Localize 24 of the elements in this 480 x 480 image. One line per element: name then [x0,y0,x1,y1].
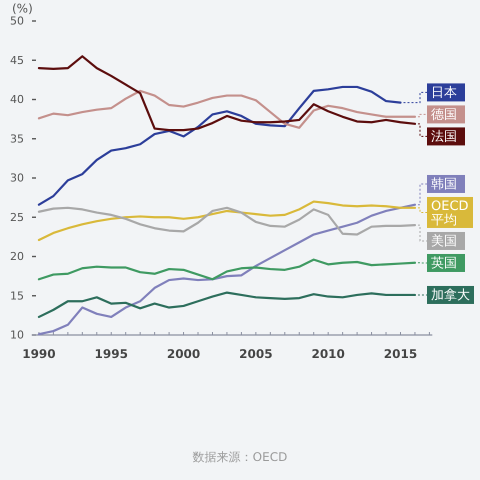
legend-label: 英国 [431,256,457,271]
y-tick-label: 20 [10,250,24,263]
y-tick-label: 10 [10,328,24,342]
y-tick-label: 35 [10,132,24,146]
source-note: 数据来源：OECD [192,450,288,464]
legend-label: 法国 [431,129,457,144]
x-tick-label: 1990 [22,347,56,361]
y-tick-label: 15 [10,289,24,302]
y-tick-label: 30 [10,172,24,184]
x-tick-label: 2010 [311,347,345,361]
x-tick-label: 2005 [239,347,273,361]
y-tick-label: 40 [10,93,24,106]
y-tick-label: 50 [10,14,24,28]
legend-label: 美国 [431,232,457,249]
y-axis-title: (%) [12,1,33,16]
x-tick-label: 1995 [94,347,128,361]
y-tick-label: 45 [10,54,24,67]
x-tick-label: 2000 [166,347,200,361]
x-tick-label: 2015 [384,347,418,361]
legend-label: 德国 [431,107,457,122]
series-label: 韩国 [431,176,457,192]
legend-label: 日本 [431,85,457,100]
legend-label: 加拿大 [431,288,470,303]
y-tick-label: 25 [10,210,24,224]
